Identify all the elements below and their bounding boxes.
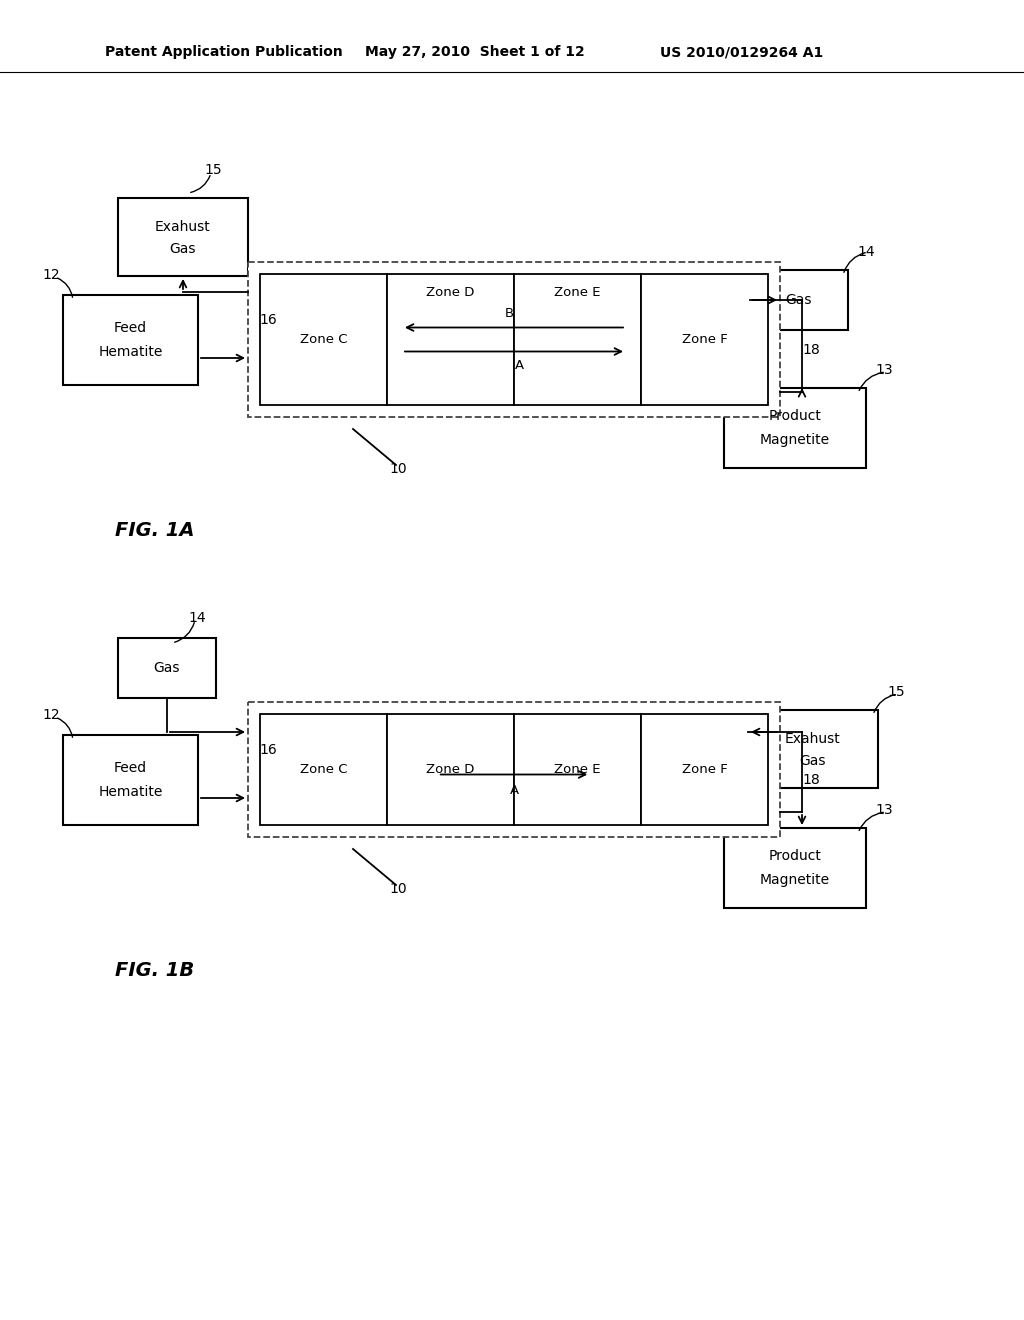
Text: A: A — [509, 784, 518, 797]
Text: Gas: Gas — [800, 754, 826, 768]
Text: Zone F: Zone F — [682, 333, 727, 346]
Text: 16: 16 — [259, 742, 276, 756]
Bar — [641, 275, 768, 405]
Text: Product: Product — [769, 409, 821, 422]
Text: Gas: Gas — [170, 242, 197, 256]
Text: Feed: Feed — [114, 762, 147, 775]
Text: 12: 12 — [42, 268, 59, 282]
Text: FIG. 1A: FIG. 1A — [115, 520, 195, 540]
Text: Zone D: Zone D — [426, 763, 475, 776]
Text: 15: 15 — [887, 685, 905, 700]
Text: 13: 13 — [876, 363, 893, 378]
Text: US 2010/0129264 A1: US 2010/0129264 A1 — [660, 45, 823, 59]
Bar — [387, 275, 514, 405]
Text: Gas: Gas — [154, 661, 180, 675]
Text: FIG. 1B: FIG. 1B — [115, 961, 195, 979]
Bar — [248, 702, 780, 837]
Text: 10: 10 — [389, 462, 407, 477]
Text: Exahust: Exahust — [785, 733, 841, 746]
Text: Patent Application Publication: Patent Application Publication — [105, 45, 343, 59]
Text: B: B — [505, 308, 514, 319]
Text: 16: 16 — [259, 313, 276, 326]
Bar — [641, 714, 768, 825]
Bar — [387, 714, 514, 825]
Text: Zone E: Zone E — [554, 763, 601, 776]
Text: Magnetite: Magnetite — [760, 873, 830, 887]
Bar — [63, 294, 198, 385]
Text: 15: 15 — [204, 162, 222, 177]
Text: Product: Product — [769, 849, 821, 863]
Text: Gas: Gas — [785, 293, 812, 308]
Bar — [514, 714, 641, 825]
Text: Zone D: Zone D — [426, 285, 475, 298]
Text: 18: 18 — [802, 342, 820, 356]
Bar — [248, 261, 780, 417]
Text: May 27, 2010  Sheet 1 of 12: May 27, 2010 Sheet 1 of 12 — [365, 45, 585, 59]
Bar — [118, 638, 216, 698]
Text: Zone F: Zone F — [682, 763, 727, 776]
Text: Zone C: Zone C — [300, 763, 347, 776]
Text: Hematite: Hematite — [98, 345, 163, 359]
Bar — [724, 388, 866, 469]
Text: Exahust: Exahust — [155, 220, 211, 234]
Bar — [514, 275, 641, 405]
Text: 14: 14 — [857, 246, 874, 259]
Text: 12: 12 — [42, 708, 59, 722]
Text: Zone E: Zone E — [554, 285, 601, 298]
Text: Hematite: Hematite — [98, 785, 163, 799]
Bar — [118, 198, 248, 276]
Bar — [748, 710, 878, 788]
Text: 10: 10 — [389, 882, 407, 896]
Bar — [750, 271, 848, 330]
Text: 13: 13 — [876, 803, 893, 817]
Bar — [63, 735, 198, 825]
Text: 14: 14 — [188, 611, 206, 624]
Text: 18: 18 — [802, 772, 820, 787]
Text: Feed: Feed — [114, 321, 147, 335]
Bar — [260, 275, 387, 405]
Text: Zone C: Zone C — [300, 333, 347, 346]
Text: A: A — [514, 359, 523, 372]
Text: Magnetite: Magnetite — [760, 433, 830, 447]
Bar — [724, 828, 866, 908]
Bar — [260, 714, 387, 825]
